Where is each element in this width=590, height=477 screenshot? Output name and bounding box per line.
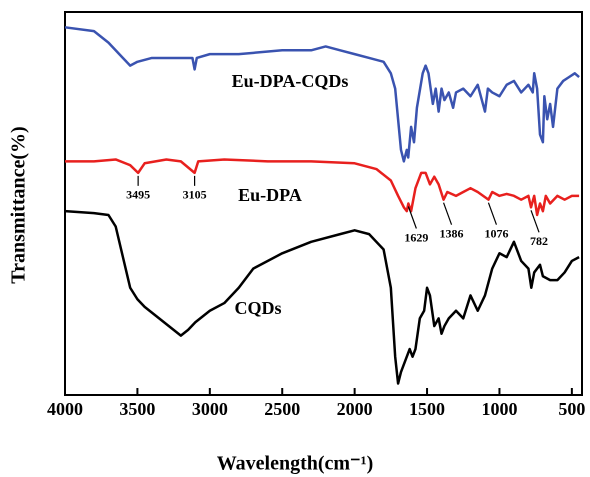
y-axis-title: Transmittance(%) xyxy=(8,126,30,283)
x-tick-label: 1000 xyxy=(481,399,517,419)
x-tick-label: 4000 xyxy=(47,399,83,419)
peak-marker xyxy=(530,210,540,233)
peak-label: 3105 xyxy=(183,188,207,202)
x-tick-label: 2500 xyxy=(264,399,300,419)
peak-marker xyxy=(442,202,453,225)
series-label: Eu-DPA xyxy=(238,185,302,205)
x-tick-label: 3000 xyxy=(192,399,228,419)
peak-label: 1076 xyxy=(484,226,508,240)
peak-label: 1386 xyxy=(440,226,464,240)
peak-label: 3495 xyxy=(126,188,150,202)
x-tick-label: 3500 xyxy=(119,399,155,419)
spectrum-line xyxy=(64,209,580,385)
spectrum-line xyxy=(64,26,580,163)
series-label: Eu-DPA-CQDs xyxy=(232,71,349,91)
x-tick-label: 2000 xyxy=(337,399,373,419)
x-tick-label: 500 xyxy=(558,399,585,419)
peak-label: 782 xyxy=(530,234,548,248)
spectrum-line xyxy=(65,158,580,217)
x-axis-title: Wavelength(cm⁻¹) xyxy=(217,453,374,475)
peak-marker xyxy=(487,202,498,225)
series-label: CQDs xyxy=(234,298,281,318)
x-tick-label: 1500 xyxy=(409,399,445,419)
peak-label: 1629 xyxy=(404,230,428,244)
plot-frame xyxy=(64,11,583,396)
peak-marker xyxy=(407,206,417,229)
